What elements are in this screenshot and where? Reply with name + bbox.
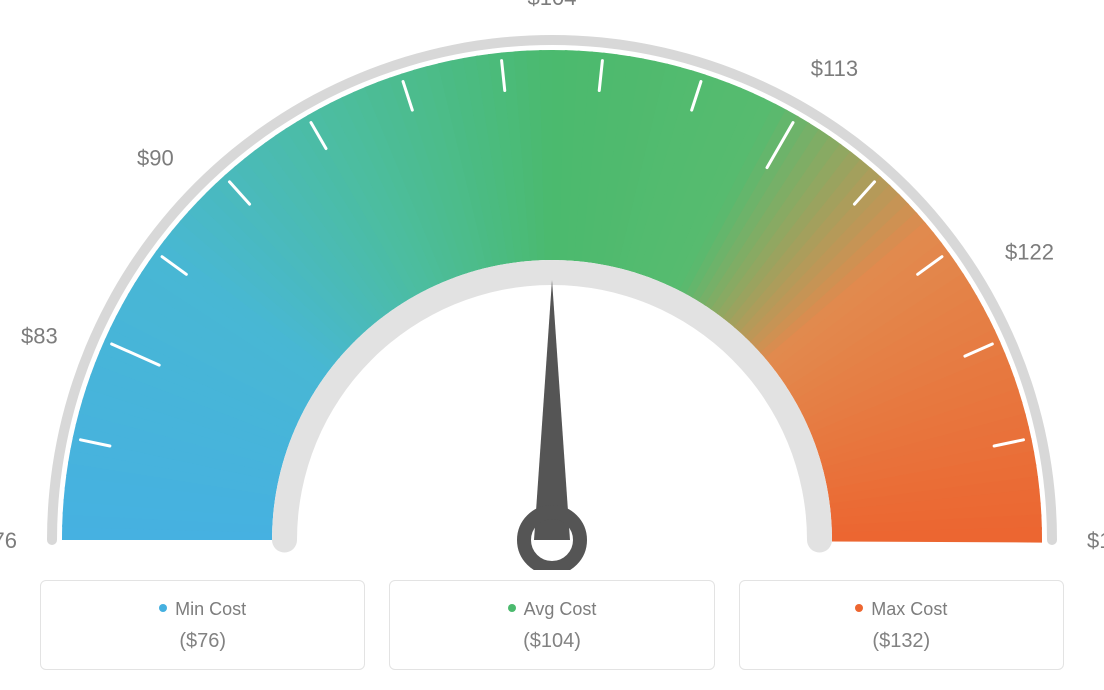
svg-text:$83: $83 [21, 323, 58, 348]
legend-min-label: Min Cost [175, 599, 246, 619]
legend-avg-title: Avg Cost [400, 599, 703, 620]
legend-avg-value: ($104) [400, 630, 703, 653]
svg-text:$132: $132 [1087, 528, 1104, 553]
legend-min-dot [159, 604, 167, 612]
legend-max-value: ($132) [750, 630, 1053, 653]
svg-text:$76: $76 [0, 528, 17, 553]
legend-avg-label: Avg Cost [524, 599, 597, 619]
legend-max-label: Max Cost [871, 599, 947, 619]
svg-text:$104: $104 [528, 0, 577, 10]
gauge-svg: $76 $83 $90 $104 $113 $122 $132 [0, 0, 1104, 570]
svg-text:$122: $122 [1005, 239, 1054, 264]
legend-max-title: Max Cost [750, 599, 1053, 620]
legend-avg-dot [508, 604, 516, 612]
svg-text:$113: $113 [811, 56, 858, 81]
legend-min-card: Min Cost ($76) [40, 580, 365, 670]
legend-avg-card: Avg Cost ($104) [389, 580, 714, 670]
svg-text:$90: $90 [137, 146, 174, 171]
legend-min-value: ($76) [51, 630, 354, 653]
legend-max-dot [855, 604, 863, 612]
gauge-chart: $76 $83 $90 $104 $113 $122 $132 [0, 0, 1104, 570]
legend-max-card: Max Cost ($132) [739, 580, 1064, 670]
legend-min-title: Min Cost [51, 599, 354, 620]
legend: Min Cost ($76) Avg Cost ($104) Max Cost … [40, 580, 1064, 670]
